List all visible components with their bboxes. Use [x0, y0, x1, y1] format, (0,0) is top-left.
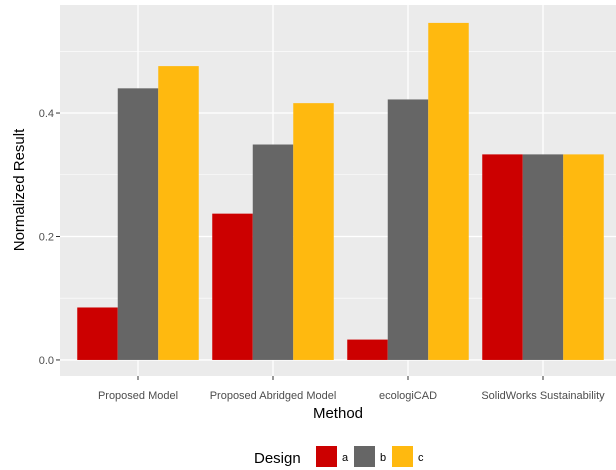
- bar-a: [482, 154, 523, 360]
- y-tick-label: 0.0: [39, 355, 54, 367]
- legend-title: Design: [254, 450, 301, 467]
- y-tick-label: 0.2: [39, 231, 54, 243]
- bars: [77, 22, 604, 360]
- y-tick-label: 0.4: [39, 108, 54, 120]
- bar-b: [117, 88, 159, 360]
- x-tick-label: SolidWorks Sustainability: [481, 390, 605, 402]
- bar-b: [522, 154, 564, 360]
- x-tick-label: ecologiCAD: [379, 390, 437, 402]
- bar-c: [158, 66, 199, 360]
- bar-a: [77, 307, 118, 360]
- legend-key-b: [354, 446, 375, 467]
- bar-a: [212, 213, 253, 360]
- legend-label: b: [380, 452, 386, 464]
- legend-label: a: [342, 452, 349, 464]
- x-tick-label: Proposed Abridged Model: [210, 390, 337, 402]
- bar-a: [347, 339, 388, 360]
- y-axis-title: Normalized Result: [11, 128, 28, 251]
- y-axis: 0.0 0.2 0.4: [39, 108, 60, 367]
- bar-c: [563, 154, 604, 360]
- bar-b: [252, 144, 294, 360]
- bar-b: [387, 99, 429, 360]
- bar-c: [293, 103, 334, 360]
- legend-label: c: [418, 452, 424, 464]
- legend-key-a: [316, 446, 337, 467]
- legend: Design a b c: [254, 446, 424, 467]
- x-axis-title: Method: [313, 405, 363, 422]
- x-axis: Proposed Model Proposed Abridged Model eco…: [98, 376, 605, 402]
- x-tick-label: Proposed Model: [98, 390, 178, 402]
- legend-key-c: [392, 446, 413, 467]
- bar-c: [428, 22, 469, 360]
